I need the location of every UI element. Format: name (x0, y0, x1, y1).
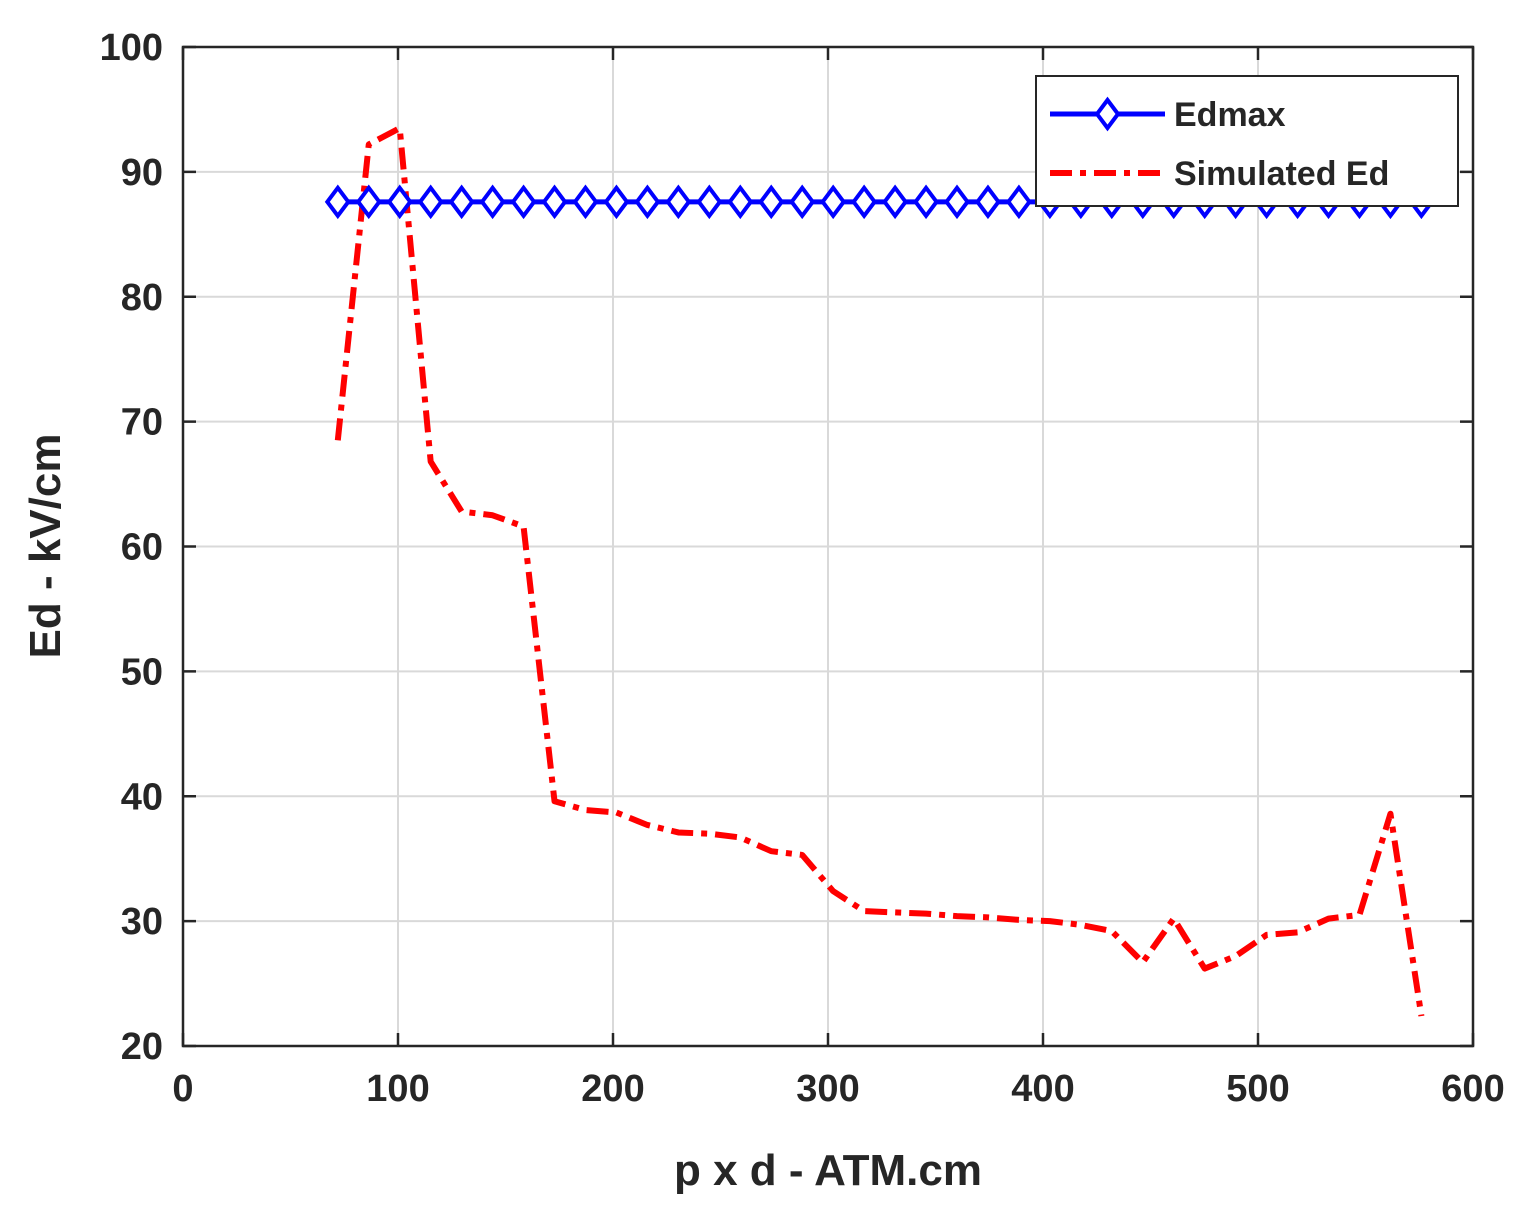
edmax-point (851, 184, 878, 220)
y-tick-label: 60 (121, 527, 163, 569)
y-tick-label: 100 (100, 27, 163, 69)
y-tick-label: 80 (121, 277, 163, 319)
edmax-point (386, 184, 413, 220)
edmax-point (944, 184, 970, 220)
x-tick-label: 400 (1011, 1068, 1074, 1110)
edmax-point (510, 184, 537, 220)
y-tick-label: 20 (121, 1026, 163, 1068)
x-tick-label: 300 (796, 1068, 859, 1110)
edmax-point (665, 184, 692, 220)
x-tick-label: 100 (366, 1068, 429, 1110)
x-tick-label: 200 (581, 1068, 644, 1110)
y-tick-label: 50 (121, 651, 163, 693)
x-tick-labels: 0 100 200 300 400 500 600 (172, 1068, 1504, 1110)
edmax-point (572, 184, 599, 220)
y-tick-labels: 20 30 40 50 60 70 80 90 100 (100, 27, 163, 1068)
series-simulated-ed (334, 125, 1425, 1017)
edmax-point (758, 184, 785, 220)
edmax-point (417, 184, 444, 220)
y-tick-label: 30 (121, 901, 163, 943)
edmax-point (1005, 184, 1032, 220)
legend: Edmax Simulated Ed (1035, 75, 1459, 207)
edmax-point (634, 184, 661, 220)
edmax-point (448, 184, 475, 220)
y-tick-label: 70 (121, 402, 163, 444)
x-axis-title: p x d - ATM.cm (674, 1146, 982, 1195)
legend-diamond-marker-icon (1094, 96, 1121, 132)
tick-marks (181, 45, 1475, 1048)
edmax-point (882, 184, 909, 220)
edmax-point (696, 184, 723, 220)
x-tick-label: 0 (172, 1068, 193, 1110)
x-tick-label: 600 (1441, 1068, 1504, 1110)
legend-label-simulated-ed: Simulated Ed (1174, 155, 1389, 193)
edmax-point (789, 184, 816, 220)
edmax-point (820, 184, 847, 220)
y-tick-label: 40 (121, 776, 163, 818)
y-tick-label: 90 (121, 152, 163, 194)
edmax-point (974, 184, 1001, 220)
simulated-ed-line (334, 125, 1425, 1017)
edmax-point (603, 184, 630, 220)
edmax-point (355, 184, 382, 220)
edmax-point (541, 184, 568, 220)
edmax-point (727, 184, 754, 220)
x-tick-label: 500 (1226, 1068, 1289, 1110)
edmax-point (479, 184, 506, 220)
edmax-point (913, 184, 940, 220)
legend-box (1035, 75, 1459, 207)
edmax-point (324, 184, 351, 220)
legend-label-edmax: Edmax (1174, 96, 1286, 134)
y-axis-title: Ed - kV/cm (21, 434, 70, 659)
